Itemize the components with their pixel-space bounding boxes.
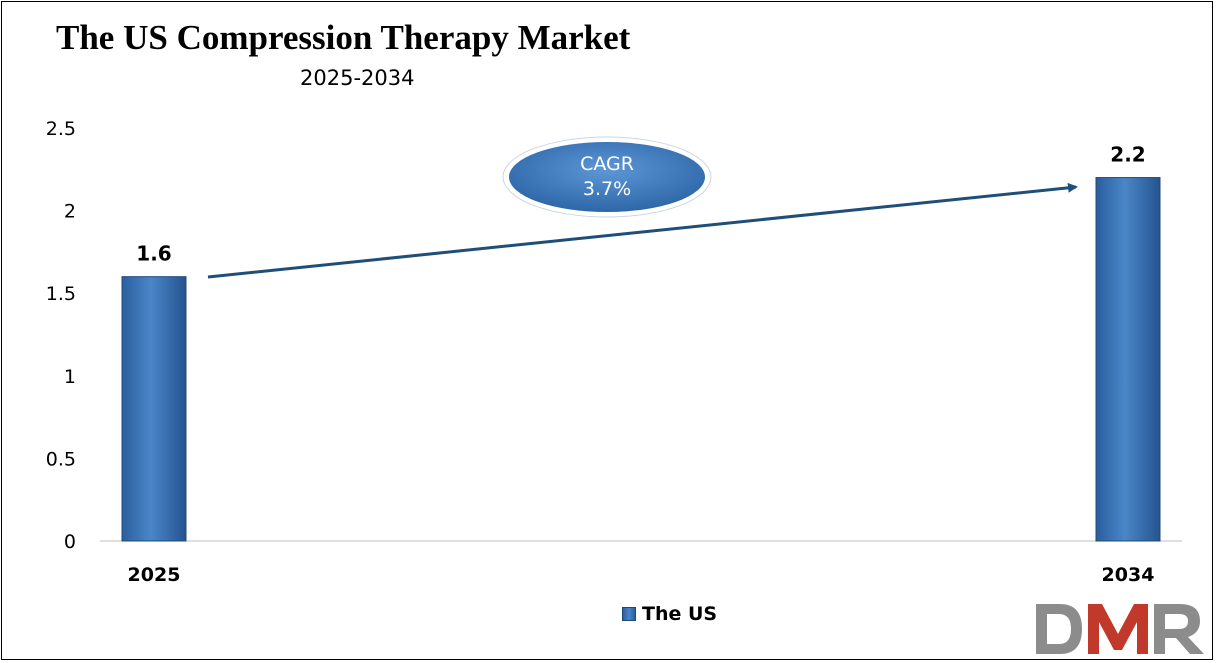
legend: The US (622, 603, 717, 625)
cagr-value: 3.7% (583, 178, 631, 200)
y-tick-label: 0 (64, 531, 76, 553)
y-tick-label: 2 (64, 201, 76, 223)
y-tick-label: 1.5 (46, 283, 76, 305)
data-label-2025: 1.6 (136, 242, 171, 266)
cagr-bubble: CAGR 3.7% (502, 136, 712, 218)
x-tick-label-2025: 2025 (128, 564, 181, 586)
chart-title: The US Compression Therapy Market (56, 18, 631, 57)
cagr-label: CAGR (580, 153, 634, 175)
legend-label: The US (642, 603, 718, 625)
dmr-logo (1036, 604, 1204, 654)
chart-subtitle: 2025-2034 (300, 66, 415, 90)
y-tick-label: 2.5 (46, 118, 76, 140)
data-label-2034: 2.2 (1110, 143, 1145, 167)
y-tick-label: 0.5 (46, 448, 76, 470)
y-tick-label: 1 (64, 366, 76, 388)
bar-2034 (1095, 177, 1161, 542)
cagr-arrow (207, 182, 1078, 279)
x-tick-label-2034: 2034 (1102, 564, 1155, 586)
legend-swatch (622, 607, 636, 621)
bar-2025 (121, 276, 187, 542)
